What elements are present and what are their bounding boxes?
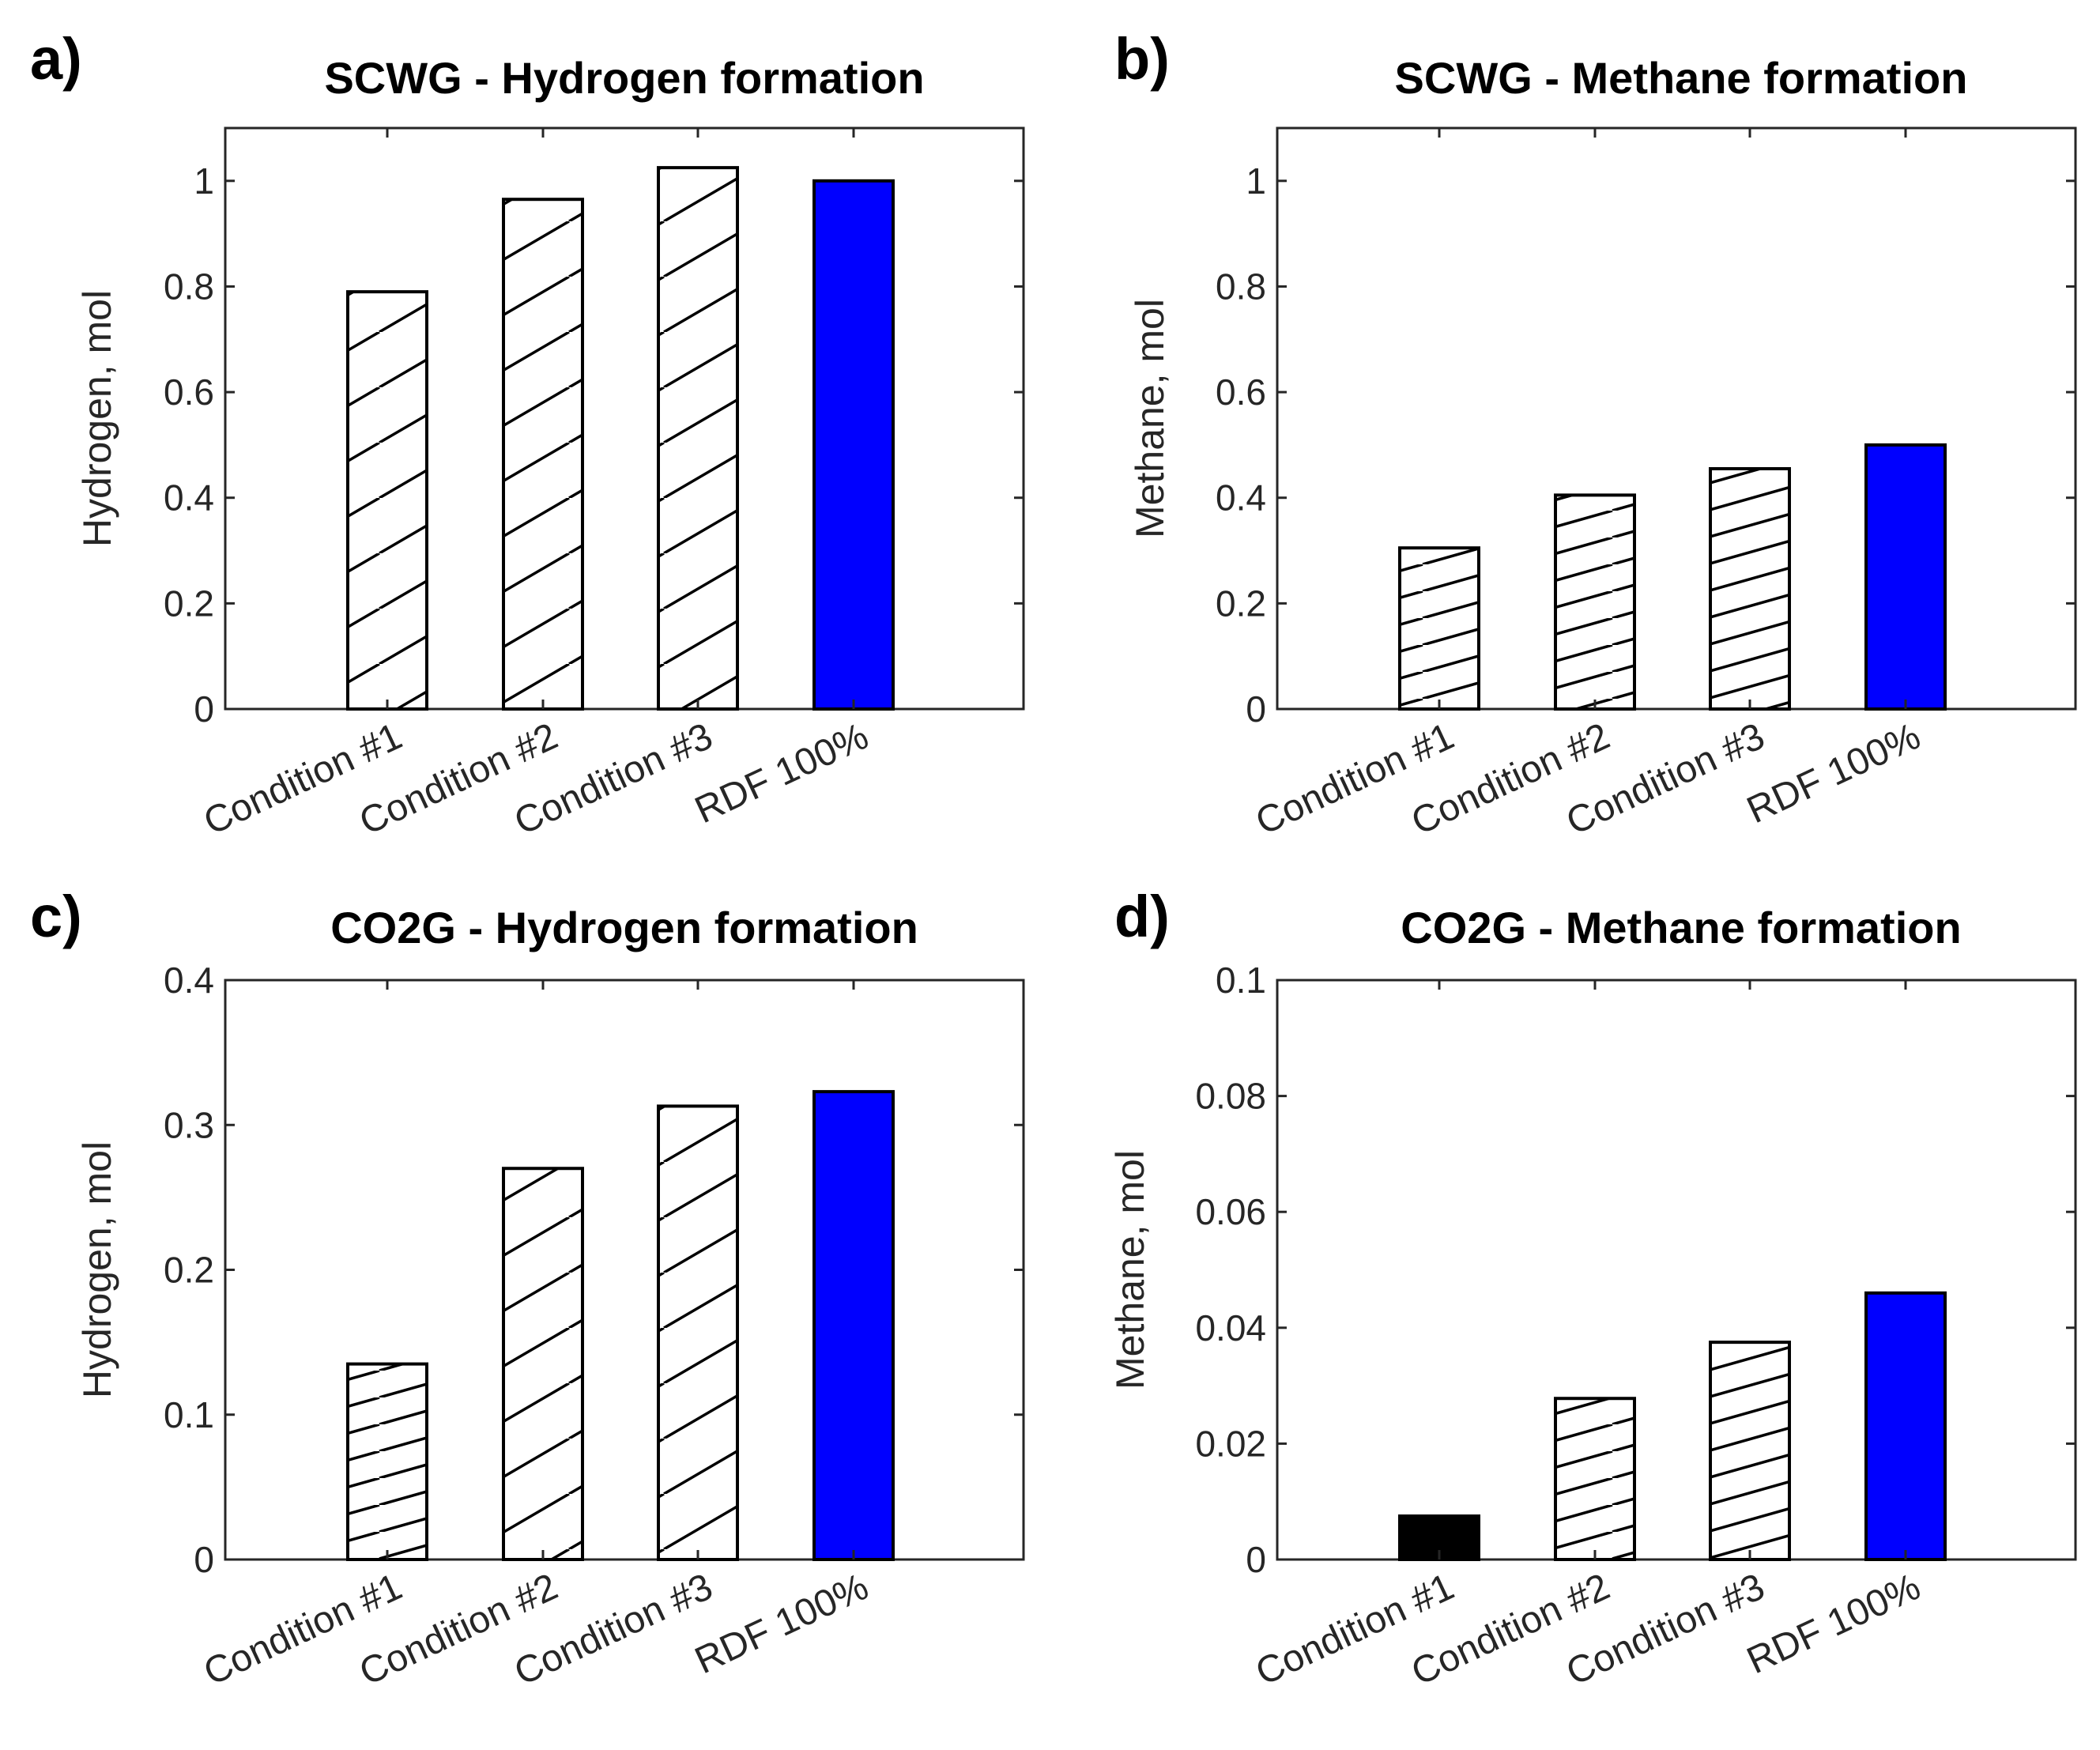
- bar-condition-3: [657, 166, 739, 711]
- y-tick-label: 0: [1246, 1539, 1266, 1580]
- chart-panel-b: b) SCWG - Methane formation 0 0.2 0.4 0.6 0.8 1…: [1114, 26, 2077, 843]
- y-tick-label: 0.8: [1216, 266, 1266, 307]
- y-tick-label: 0: [194, 688, 214, 730]
- y-axis-label: Hydrogen, mol: [75, 290, 119, 547]
- chart-title: CO2G - Hydrogen formation: [330, 903, 918, 952]
- y-tick-label: 0.4: [164, 477, 214, 519]
- bar-condition-1: [346, 290, 428, 711]
- chart-title: CO2G - Methane formation: [1401, 903, 1961, 952]
- y-tick-label: 0.1: [1216, 960, 1266, 1001]
- bar-rdf-100: [812, 1090, 895, 1562]
- x-category-label: RDF 100%: [688, 715, 874, 832]
- chart-panel-d: d) CO2G - Methane formation 0 0.02 0.04 0.06 0…: [1108, 884, 2077, 1694]
- y-tick-label: 0.04: [1195, 1307, 1266, 1348]
- y-tick-label: 0.2: [1216, 583, 1266, 624]
- y-axis-label: Methane, mol: [1108, 1150, 1152, 1390]
- y-tick-label: 0.4: [164, 960, 214, 1001]
- y-tick-label: 1: [194, 160, 214, 202]
- bar-condition-2: [502, 198, 584, 711]
- y-axis-label: Hydrogen, mol: [75, 1141, 119, 1398]
- bar-rdf-100: [1864, 1291, 1947, 1561]
- bar-condition-2: [1554, 1397, 1636, 1561]
- bar-condition-3: [657, 1104, 739, 1561]
- panel-letter: c): [30, 884, 82, 949]
- y-tick-label: 0.08: [1195, 1076, 1266, 1117]
- chart-panel-c: c) CO2G - Hydrogen formation 0 0.1 0.2 0.3 0.4…: [30, 884, 1025, 1694]
- chart-panel-a: a) SCWG - Hydrogen formation 0 0.2 0.4 0.6 0.8…: [30, 26, 1025, 843]
- y-tick-label: 0.2: [164, 1250, 214, 1291]
- y-tick-label: 0.6: [164, 371, 214, 413]
- x-category-label: RDF 100%: [688, 1566, 874, 1682]
- plot-frame: [1276, 126, 2077, 711]
- chart-title: SCWG - Methane formation: [1395, 53, 1968, 103]
- y-tick-label: 0: [194, 1539, 214, 1580]
- bar-condition-3: [1709, 1341, 1791, 1561]
- bar-condition-3: [1709, 466, 1791, 711]
- bar-condition-1: [1398, 546, 1480, 711]
- panel-letter: b): [1114, 26, 1170, 92]
- chart-title: SCWG - Hydrogen formation: [324, 53, 924, 103]
- y-tick-label: 0.6: [1216, 371, 1266, 413]
- bar-condition-2: [502, 1167, 584, 1561]
- x-category-label: RDF 100%: [1740, 1566, 1926, 1682]
- bar-condition-1: [346, 1362, 428, 1562]
- y-tick-label: 0: [1246, 688, 1266, 730]
- y-tick-label: 0.06: [1195, 1191, 1266, 1232]
- y-tick-label: 0.02: [1195, 1423, 1266, 1464]
- y-axis-label: Methane, mol: [1128, 299, 1172, 538]
- y-tick-label: 0.2: [164, 583, 214, 624]
- bar-rdf-100: [1864, 443, 1947, 711]
- bar-rdf-100: [812, 179, 895, 711]
- y-tick-label: 0.1: [164, 1394, 214, 1435]
- bar-condition-2: [1554, 493, 1636, 711]
- y-tick-label: 0.8: [164, 266, 214, 307]
- plot-frame: [224, 979, 1025, 1561]
- panel-letter: a): [30, 26, 82, 92]
- panel-letter: d): [1114, 884, 1170, 949]
- plot-frame: [1276, 979, 2077, 1561]
- x-category-label: RDF 100%: [1740, 715, 1926, 832]
- plot-frame: [224, 126, 1025, 711]
- y-tick-label: 0.3: [164, 1104, 214, 1145]
- y-tick-label: 1: [1246, 160, 1266, 202]
- y-tick-label: 0.4: [1216, 477, 1266, 519]
